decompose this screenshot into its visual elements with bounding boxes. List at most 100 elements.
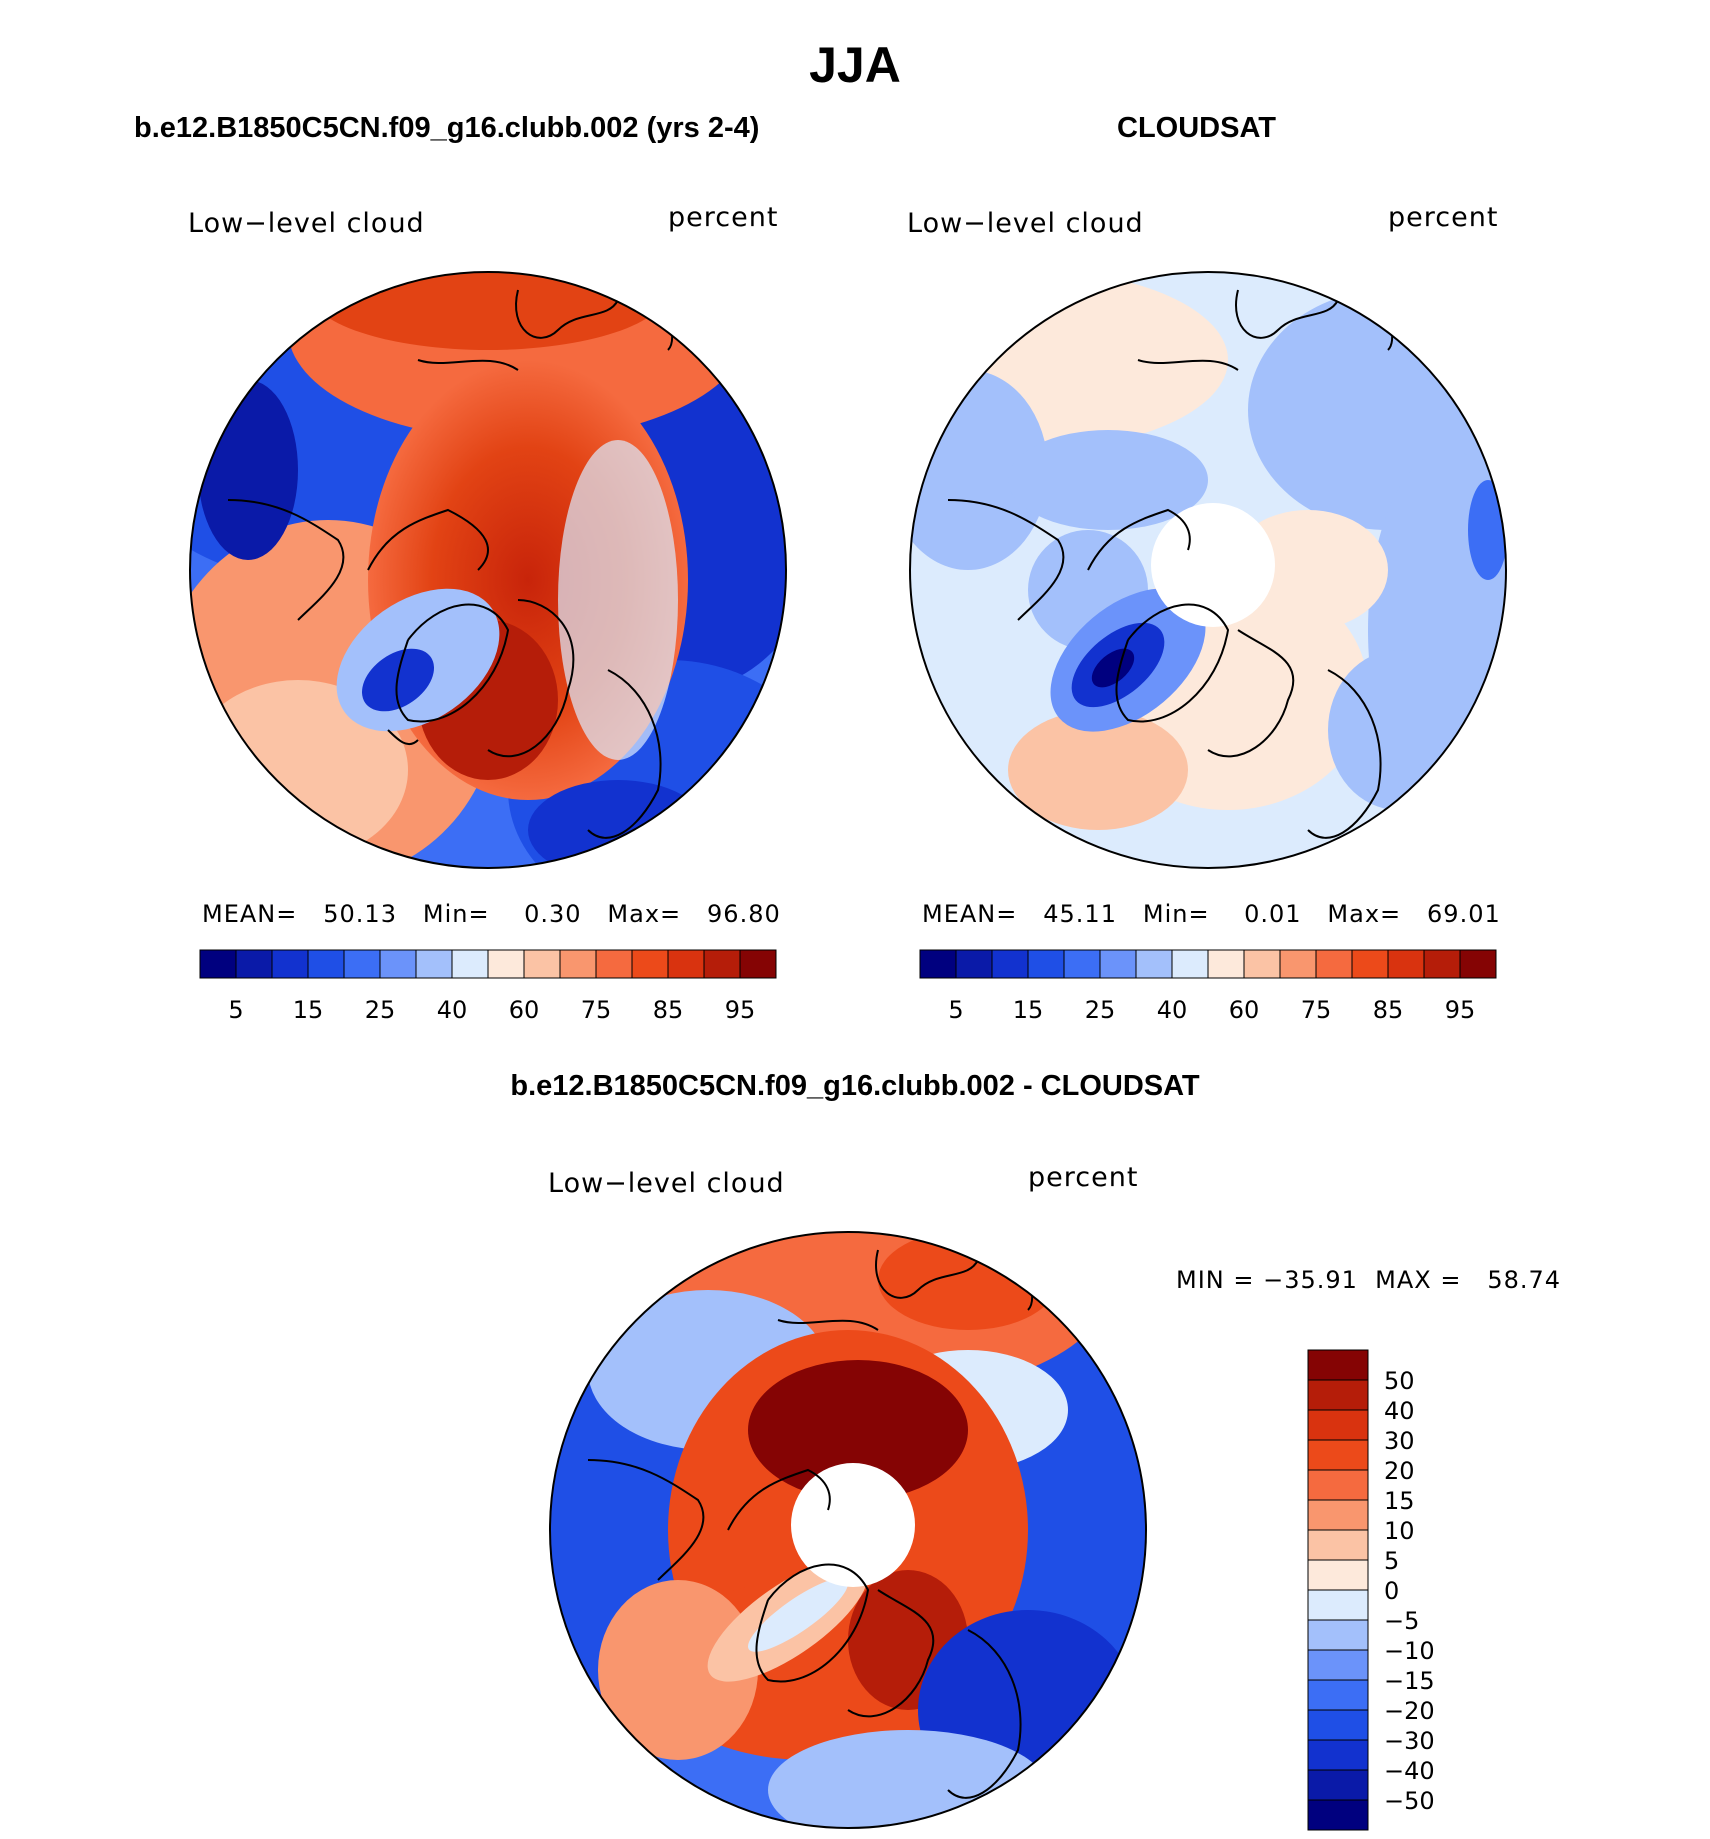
colorbar-swatch	[199, 949, 237, 979]
model-mean-label: MEAN=	[202, 900, 298, 928]
obs-units-label: percent	[1388, 202, 1499, 233]
diff-panel-title: b.e12.B1850C5CN.f09_g16.clubb.002 - CLOU…	[510, 1070, 1200, 1102]
colorbar-swatch	[1307, 1679, 1369, 1711]
colorbar-tick-label: 5	[948, 996, 963, 1024]
obs-mean-value: 45.11	[1043, 900, 1117, 928]
colorbar-swatch	[1307, 1529, 1369, 1561]
colorbar-swatch	[1307, 1739, 1369, 1771]
colorbar-tick-label: −50	[1384, 1787, 1435, 1815]
obs-variable-label: Low−level cloud	[907, 208, 1144, 239]
obs-max-label: Max=	[1327, 900, 1402, 928]
colorbar-tick-label: 15	[293, 996, 324, 1024]
colorbar-swatch	[1307, 1709, 1369, 1741]
colorbar-tick-label: 40	[437, 996, 468, 1024]
colorbar-swatch	[1307, 1559, 1369, 1591]
colorbar-tick-label: 85	[1373, 996, 1404, 1024]
model-units-label: percent	[668, 202, 779, 233]
diff-minmax: MIN = −35.91 MAX = 58.74	[1176, 1266, 1562, 1294]
colorbar-tick-label: 5	[228, 996, 243, 1024]
colorbar-swatch	[1307, 1499, 1369, 1531]
colorbar-swatch	[1387, 949, 1425, 979]
model-max-value: 96.80	[707, 900, 781, 928]
colorbar-swatch	[523, 949, 561, 979]
colorbar-swatch	[955, 949, 993, 979]
colorbar-swatch	[1279, 949, 1317, 979]
colorbar-swatch	[1307, 1769, 1369, 1801]
colorbar-swatch	[919, 949, 957, 979]
colorbar-tick-label: 85	[653, 996, 684, 1024]
obs-min-value: 0.01	[1244, 900, 1302, 928]
colorbar-swatch	[1307, 1799, 1369, 1831]
diff-variable-label: Low−level cloud	[548, 1168, 785, 1199]
colorbar-tick-label: 15	[1013, 996, 1044, 1024]
colorbar-tick-label: −20	[1384, 1697, 1435, 1725]
model-min-label: Min=	[422, 900, 490, 928]
colorbar-swatch	[1307, 1469, 1369, 1501]
colorbar-tick-label: −40	[1384, 1757, 1435, 1785]
colorbar-tick-label: −5	[1384, 1607, 1419, 1635]
colorbar-tick-label: −30	[1384, 1727, 1435, 1755]
colorbar-swatch	[1027, 949, 1065, 979]
colorbar-swatch	[1207, 949, 1245, 979]
colorbar-swatch	[1307, 1619, 1369, 1651]
colorbar-swatch	[379, 949, 417, 979]
colorbar-tick-label: −15	[1384, 1667, 1435, 1695]
main-title: JJA	[809, 37, 901, 93]
model-max-label: Max=	[607, 900, 682, 928]
colorbar-swatch	[271, 949, 309, 979]
colorbar-tick-label: 30	[1384, 1427, 1415, 1455]
colorbar-swatch	[1307, 1379, 1369, 1411]
diff-polar-map	[549, 1231, 1147, 1829]
colorbar-swatch	[991, 949, 1029, 979]
colorbar-swatch	[1135, 949, 1173, 979]
obs-colorbar: 5 15 25 40 60 75 85 95	[919, 949, 1497, 1024]
colorbar-tick-label: 15	[1384, 1487, 1415, 1515]
colorbar-tick-label: 0	[1384, 1577, 1399, 1605]
colorbar-swatch	[1307, 1439, 1369, 1471]
model-min-value: 0.30	[524, 900, 582, 928]
colorbar-swatch	[307, 949, 345, 979]
colorbar-swatch	[703, 949, 741, 979]
colorbar-tick-label: 20	[1384, 1457, 1415, 1485]
colorbar-swatch	[451, 949, 489, 979]
obs-stats: MEAN= 45.11 Min= 0.01 Max= 69.01	[922, 900, 1501, 928]
colorbar-tick-label: 60	[1229, 996, 1260, 1024]
colorbar-swatch	[1459, 949, 1497, 979]
colorbar-swatch	[631, 949, 669, 979]
colorbar-swatch	[1063, 949, 1101, 979]
colorbar-tick-label: 75	[581, 996, 612, 1024]
colorbar-swatch	[667, 949, 705, 979]
colorbar-tick-label: 10	[1384, 1517, 1415, 1545]
colorbar-swatch	[1315, 949, 1353, 979]
colorbar-tick-label: 95	[725, 996, 756, 1024]
diff-units-label: percent	[1028, 1162, 1139, 1193]
obs-polar-map	[909, 271, 1507, 869]
colorbar-swatch	[595, 949, 633, 979]
colorbar-swatch	[343, 949, 381, 979]
colorbar-tick-label: 5	[1384, 1547, 1399, 1575]
colorbar-tick-label: 25	[1085, 996, 1116, 1024]
model-panel-title: b.e12.B1850C5CN.f09_g16.clubb.002 (yrs 2…	[134, 112, 760, 144]
colorbar-swatch	[1099, 949, 1137, 979]
colorbar-swatch	[415, 949, 453, 979]
model-variable-label: Low−level cloud	[188, 208, 425, 239]
colorbar-swatch	[235, 949, 273, 979]
colorbar-swatch	[487, 949, 525, 979]
colorbar-swatch	[1243, 949, 1281, 979]
obs-max-value: 69.01	[1427, 900, 1501, 928]
colorbar-tick-label: 50	[1384, 1367, 1415, 1395]
colorbar-swatch	[1351, 949, 1389, 979]
colorbar-tick-label: −10	[1384, 1637, 1435, 1665]
colorbar-swatch	[559, 949, 597, 979]
colorbar-swatch	[1307, 1649, 1369, 1681]
model-mean-value: 50.13	[323, 900, 397, 928]
model-polar-map	[189, 271, 787, 869]
obs-panel-title: CLOUDSAT	[1117, 112, 1276, 144]
colorbar-swatch	[1307, 1349, 1369, 1381]
colorbar-tick-label: 25	[365, 996, 396, 1024]
colorbar-swatch	[1307, 1589, 1369, 1621]
colorbar-tick-label: 75	[1301, 996, 1332, 1024]
obs-min-label: Min=	[1142, 900, 1210, 928]
model-colorbar: 5 15 25 40 60 75 85 95	[199, 949, 777, 1024]
colorbar-swatch	[1307, 1409, 1369, 1441]
